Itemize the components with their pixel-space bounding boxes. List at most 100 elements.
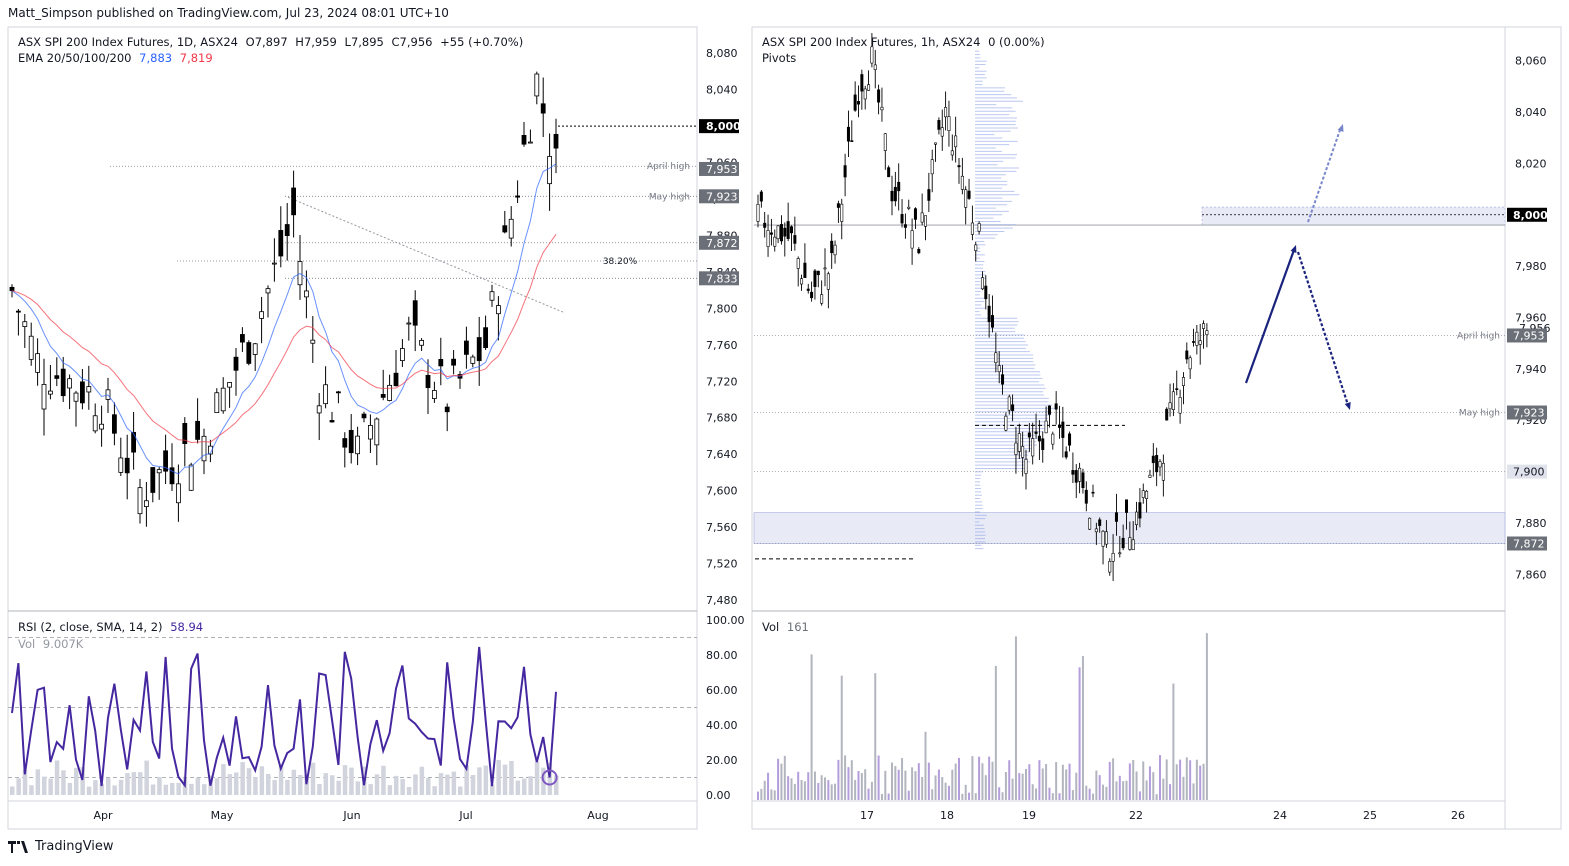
daily-candle-body	[195, 420, 201, 440]
daily-volume-bar	[29, 785, 34, 795]
daily-candle-body	[419, 340, 425, 346]
right-x-tick: 22	[1129, 809, 1143, 822]
daily-volume-bar	[381, 765, 386, 795]
daily-candle-body	[239, 334, 245, 343]
hourly-candle-body	[877, 89, 881, 103]
hourly-volume-bar	[1041, 768, 1044, 800]
hourly-candle-body	[1198, 340, 1202, 345]
daily-volume-bar	[118, 779, 124, 795]
rsi-y-tick: 80.00	[706, 649, 738, 662]
hourly-volume-bar	[847, 767, 850, 800]
daily-volume-bar	[278, 765, 284, 795]
hourly-volume-bar	[1004, 771, 1007, 800]
hourly-candle-body	[1168, 402, 1172, 410]
hourly-candle-body	[779, 224, 783, 242]
left-price-tag-bg	[699, 161, 739, 176]
daily-candle-body	[259, 311, 265, 319]
daily-candle-body	[156, 469, 162, 474]
daily-candle-body	[86, 386, 92, 393]
hourly-volume-bar	[1021, 773, 1024, 800]
hourly-candle-body	[830, 240, 834, 254]
hourly-candle-body	[1074, 470, 1078, 483]
daily-volume-bar	[221, 764, 226, 795]
daily-volume-bar	[515, 780, 521, 795]
daily-candle-body	[143, 500, 149, 507]
hourly-volume-bar	[1189, 760, 1192, 800]
daily-candle-body	[182, 422, 188, 445]
publisher-text: Matt_Simpson published on TradingView.co…	[8, 6, 449, 20]
right-legend: ASX SPI 200 Index Futures, 1h, ASX24 0 (…	[762, 35, 1049, 49]
hourly-candle-body	[960, 175, 964, 190]
hourly-candle-body	[1007, 396, 1011, 411]
hourly-volume-bar	[1159, 755, 1161, 800]
daily-candle-body	[329, 420, 335, 423]
hourly-candle-body	[970, 222, 974, 235]
hourly-candle-body	[1031, 438, 1035, 457]
daily-candle-body	[406, 322, 412, 325]
hourly-volume-bar	[1185, 757, 1188, 800]
left-level-label: May high	[649, 192, 690, 202]
hourly-candle-body	[1185, 350, 1189, 360]
hourly-volume-bar	[1108, 761, 1111, 800]
hourly-volume-bar	[1045, 763, 1048, 800]
hourly-volume-bar	[941, 777, 944, 800]
daily-candle-body	[35, 353, 40, 373]
hourly-volume-bar	[840, 675, 843, 800]
right-change: 0 (0.00%)	[988, 35, 1045, 49]
daily-volume-bar	[458, 786, 463, 795]
right-price-tag: 7,953	[1513, 329, 1545, 342]
hourly-candle-body	[846, 126, 850, 142]
daily-volume-bar	[170, 782, 175, 795]
daily-candle-body	[92, 415, 98, 432]
hourly-candle-body	[927, 189, 931, 201]
right-price-tag: 7,872	[1513, 538, 1545, 551]
hourly-volume-bar	[1078, 667, 1081, 800]
hourly-volume-bar	[777, 758, 780, 800]
vol-label-right: Vol	[762, 620, 780, 634]
daily-candle-body	[163, 450, 169, 472]
daily-candle-body	[483, 327, 489, 348]
hourly-candle-body	[813, 270, 817, 287]
daily-candle-body	[508, 218, 514, 239]
hourly-candle-body	[923, 215, 927, 227]
ema-50-line	[11, 234, 557, 443]
daily-volume-bar	[138, 772, 143, 795]
hourly-candle-body	[1021, 446, 1025, 458]
daily-volume-bar	[445, 774, 450, 795]
projection-arrow-down	[1296, 251, 1350, 406]
hourly-volume-bar	[1125, 780, 1128, 800]
daily-volume-bar	[272, 779, 277, 795]
hourly-volume-bar	[988, 756, 991, 800]
hourly-candle-body	[1044, 420, 1048, 434]
projection-arrowhead-up	[1290, 245, 1297, 253]
daily-volume-bar	[470, 774, 476, 795]
hourly-candle-body	[806, 288, 810, 291]
rsi-legend: RSI (2, close, SMA, 14, 2) 58.94	[18, 620, 207, 634]
left-trendline	[287, 196, 566, 314]
left-price-tag-bg	[699, 271, 739, 286]
daily-candle-body	[175, 483, 181, 504]
hourly-volume-bar	[1169, 784, 1172, 800]
left-price-tag-bg	[699, 189, 739, 204]
daily-candle-body	[169, 467, 175, 485]
hourly-volume-bar	[968, 792, 971, 800]
daily-volume-bar	[426, 778, 431, 795]
hourly-volume-bar	[783, 755, 786, 800]
daily-volume-bar	[419, 766, 425, 795]
hourly-candle-body	[1004, 415, 1008, 431]
daily-volume-bar	[10, 786, 15, 795]
daily-volume-bar	[234, 772, 239, 795]
daily-volume-bar	[74, 767, 79, 795]
resistance-zone	[1201, 206, 1506, 226]
daily-candle-body	[489, 291, 495, 301]
footer-brand[interactable]: TradingView	[8, 839, 114, 854]
hourly-volume-bar	[1071, 790, 1074, 800]
hourly-volume-bar	[1135, 771, 1138, 800]
hourly-candle-body	[1121, 537, 1125, 549]
hourly-volume-bar	[864, 769, 867, 800]
hourly-candle-body	[1084, 489, 1088, 504]
hourly-candle-body	[810, 291, 814, 299]
hourly-candle-body	[1108, 561, 1112, 573]
hourly-candle-body	[1111, 553, 1115, 562]
daily-volume-bar	[522, 778, 527, 795]
